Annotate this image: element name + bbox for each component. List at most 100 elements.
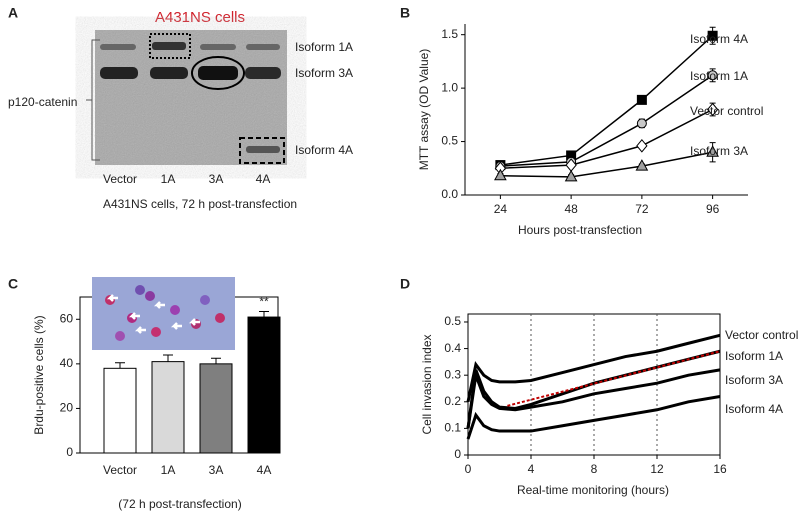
series-label: Isoform 3A (725, 373, 783, 387)
marker (636, 94, 647, 105)
cell (215, 313, 225, 323)
y-tick-label: 1.5 (441, 27, 458, 41)
arrow (188, 318, 200, 326)
blot-title: A431NS cells (155, 9, 245, 26)
panel-label: C (8, 276, 18, 292)
series-label: Vector control (690, 104, 763, 118)
marker (707, 30, 718, 41)
arrow (153, 301, 165, 309)
bar (103, 367, 137, 454)
trend-line (507, 350, 721, 407)
series-line (466, 333, 721, 403)
series-line (466, 368, 721, 429)
cell (200, 295, 210, 305)
series-line (500, 151, 713, 178)
y-tick-label: 0.4 (444, 341, 461, 355)
x-tick-label: 16 (713, 462, 727, 476)
blot-image (95, 30, 287, 165)
y-axis-title: MTT assay (OD Value) (417, 49, 431, 171)
x-tick-label: 96 (706, 202, 720, 216)
series-line (466, 394, 721, 440)
cell (135, 285, 145, 295)
x-tick-label: 24 (494, 202, 508, 216)
marker (636, 139, 648, 153)
series-line (500, 74, 714, 167)
error-bar (211, 357, 221, 364)
x-tick-label: 8 (591, 462, 598, 476)
y-tick-label: 1.0 (441, 80, 458, 94)
caption: (72 h post-transfection) (118, 497, 241, 511)
arrow (134, 326, 146, 334)
cell (170, 305, 180, 315)
y-axis-title: Cell invasion index (420, 334, 434, 434)
marker (706, 145, 719, 157)
panel-label: D (400, 276, 410, 292)
y-axis-title: Brdu-positive cells (%) (32, 315, 46, 434)
marker (494, 168, 507, 181)
y-tick-label: 0.2 (444, 394, 461, 408)
y-tick-label: 0.5 (444, 314, 461, 328)
marker (707, 70, 718, 81)
x-tick-label: 72 (635, 202, 649, 216)
annotation: ** (259, 295, 269, 309)
band-label: Isoform 4A (295, 143, 353, 157)
lane-label: 1A (161, 172, 176, 186)
bar (151, 361, 185, 454)
protein-label: p120-catenin (8, 95, 77, 109)
x-tick-label: 4A (257, 463, 272, 477)
cell (145, 291, 155, 301)
series-line (500, 35, 714, 166)
arrow (106, 294, 118, 302)
x-tick-label: 4 (528, 462, 535, 476)
y-tick-label: 0.0 (441, 187, 458, 201)
x-tick-label: 12 (650, 462, 664, 476)
bracket (86, 39, 100, 161)
x-tick-label: Vector (103, 463, 137, 477)
marker (636, 118, 647, 129)
cell (115, 331, 125, 341)
lane-label: Vector (103, 172, 137, 186)
inset-bg (92, 277, 235, 350)
series-label: Isoform 1A (690, 69, 748, 83)
x-axis-title: Real-time monitoring (hours) (517, 483, 669, 497)
marker (564, 169, 578, 182)
series-label: Vector control (725, 328, 798, 342)
band-label: Isoform 3A (295, 66, 353, 80)
marker (635, 159, 649, 171)
error-bar (163, 354, 173, 362)
x-axis-title: Hours post-transfection (518, 223, 642, 237)
marker (706, 102, 719, 117)
error-bar (115, 362, 125, 369)
y-tick-label: 20 (60, 401, 74, 415)
band-label: Isoform 1A (295, 40, 353, 54)
x-tick-label: 0 (465, 462, 472, 476)
cell (151, 327, 161, 337)
y-tick-label: 0.1 (444, 421, 461, 435)
series-line (500, 108, 713, 170)
y-tick-label: 0 (66, 445, 73, 459)
y-tick-label: 0 (454, 447, 461, 461)
x-tick-label: 1A (161, 463, 176, 477)
x-tick-label: 48 (564, 202, 578, 216)
error-bar (259, 310, 269, 318)
lane-label: 3A (209, 172, 224, 186)
panel-label: A (8, 5, 18, 21)
series-label: Isoform 4A (725, 402, 783, 416)
y-tick-label: 0.5 (441, 134, 458, 148)
arrow (170, 322, 182, 330)
series-line (466, 349, 721, 429)
series-label: Isoform 3A (690, 144, 748, 158)
blot-caption: A431NS cells, 72 h post-transfection (103, 197, 297, 211)
bar (199, 363, 233, 454)
series-label: Isoform 1A (725, 349, 783, 363)
lane-label: 4A (256, 172, 271, 186)
y-tick-label: 40 (60, 356, 74, 370)
inset-image (92, 277, 235, 350)
y-tick-label: 60 (60, 311, 74, 325)
y-tick-label: 0.3 (444, 367, 461, 381)
bar (247, 316, 281, 454)
arrow (128, 312, 140, 320)
series-label: Isoform 4A (690, 32, 748, 46)
x-tick-label: 3A (209, 463, 224, 477)
